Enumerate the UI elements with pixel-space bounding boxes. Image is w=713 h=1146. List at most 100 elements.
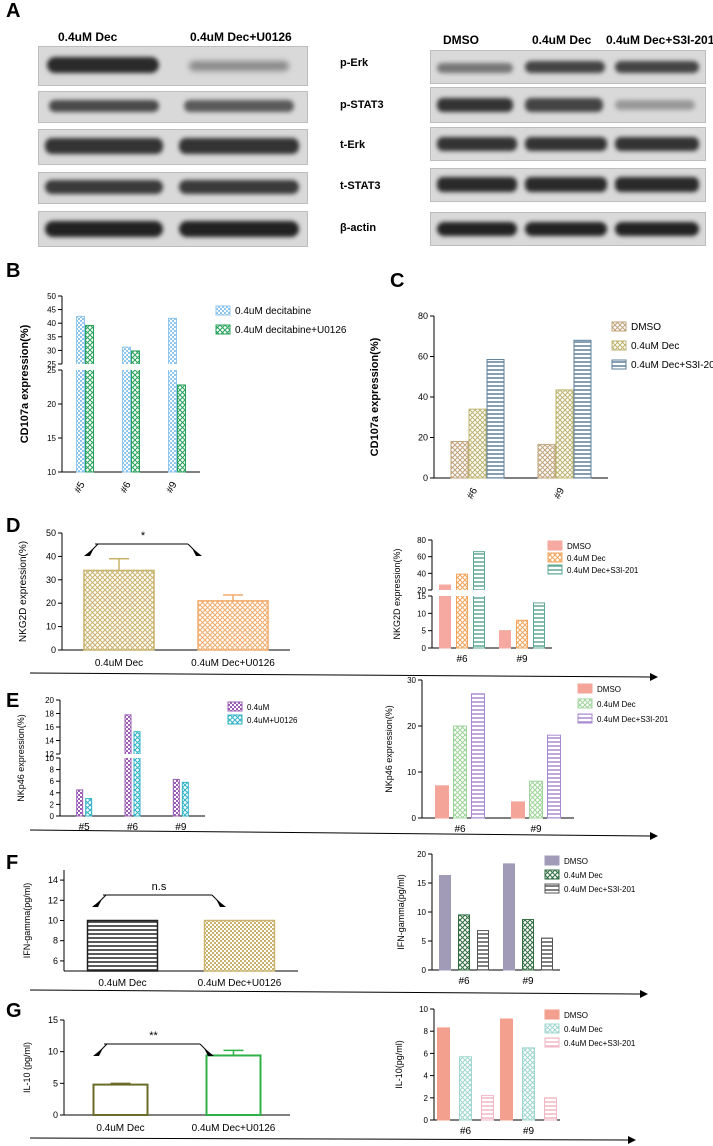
legend-swatch: [544, 1023, 560, 1034]
y-axis-label: IL-10(pg/ml): [394, 1040, 404, 1089]
y-axis-label: IFN-gamma(pg/ml): [396, 874, 406, 950]
x-tick-label: 0.4uM Dec: [96, 1123, 144, 1134]
bar-1-9: [511, 801, 525, 819]
x-tick-label: #6: [460, 1126, 472, 1137]
x-tick-label: #5: [79, 822, 91, 833]
blot-left-p-stat3: [38, 91, 308, 123]
y-tick-label: 10: [48, 916, 58, 926]
bar-1-9: [500, 1018, 513, 1121]
y-tick-label: 14: [45, 737, 54, 746]
bar-3-6: [477, 930, 489, 971]
y-tick-label: 0: [51, 645, 56, 655]
y-tick-label: 60: [417, 553, 426, 562]
y-tick-label: 20: [46, 598, 56, 608]
blot-left-p-erk: [38, 46, 308, 86]
bar-3-6: [481, 1095, 494, 1121]
y-tick-label: 10: [48, 1047, 58, 1057]
y-tick-label: 40: [418, 392, 428, 402]
section-arrow-d: [29, 672, 658, 681]
y-tick-label: 0: [50, 812, 55, 821]
y-tick-label: 60: [418, 352, 428, 362]
x-tick-label: 0.4uM Dec: [95, 658, 143, 669]
panel-label-b: B: [6, 260, 21, 282]
legend-swatch: [227, 701, 243, 712]
bar-3-9: [533, 602, 545, 649]
bar-1-6: [439, 874, 451, 971]
blot-row-p-stat3: p-STAT3: [340, 99, 384, 111]
y-tick-label: 0: [422, 644, 427, 653]
chart-f-left: [60, 870, 298, 972]
legend-swatch: [544, 869, 560, 880]
bar-2-6: [459, 1056, 472, 1121]
y-tick-label: 10: [417, 609, 426, 618]
y-tick-label: 25: [47, 366, 56, 375]
y-tick-label: 15: [48, 1015, 58, 1025]
bar-1-6: [450, 441, 469, 479]
y-tick-label: 35: [47, 333, 56, 342]
bar-2-9: [516, 619, 528, 649]
arrowhead-right: [204, 1048, 214, 1056]
legend-swatch: [577, 683, 593, 694]
blot-row-p-erk: p-Erk: [340, 57, 369, 69]
blot-right-t-erk: [430, 127, 706, 161]
bar-3-6: [473, 551, 485, 649]
blot-row-t-erk: t-Erk: [340, 139, 366, 151]
x-tick-label: 0.4uM Dec+U0126: [192, 1123, 276, 1134]
y-tick-label: 50: [46, 528, 56, 538]
legend-label: 0.4uM Dec: [564, 871, 603, 880]
bar-3-9: [573, 339, 592, 479]
y-tick-label: 6: [53, 956, 58, 966]
legend-swatch: [544, 883, 560, 894]
panel-label-d: D: [6, 515, 21, 537]
significance-label: n.s: [152, 881, 167, 893]
bar-1-5: [76, 315, 85, 473]
y-tick-label: 4: [50, 789, 55, 798]
y-tick-label: 4: [424, 1072, 429, 1081]
y-tick-label: 10: [417, 908, 426, 917]
legend-label: 0.4uM Dec: [567, 554, 606, 563]
chart-f-right: [428, 853, 560, 971]
bar-3-9: [544, 1097, 557, 1121]
legend-label: 0.4uM decitabine+U0126: [235, 325, 347, 336]
y-tick-label: 0: [412, 814, 417, 823]
y-tick-label: 5: [422, 627, 427, 636]
axis-break-gap: [455, 590, 469, 596]
bar-3-9: [547, 734, 561, 819]
y-tick-label: 20: [45, 696, 54, 705]
blot-left-t-stat3: [38, 172, 308, 204]
legend-label: DMSO: [567, 542, 591, 551]
y-tick-label: 30: [47, 346, 56, 355]
y-tick-label: 5: [422, 937, 427, 946]
y-axis-label: IL-10 (pg/ml): [22, 1042, 32, 1093]
chart-d-left: [58, 532, 290, 651]
y-tick-label: 40: [47, 319, 56, 328]
x-tick-label: #9: [522, 976, 534, 987]
axis-break-gap: [124, 754, 132, 758]
y-axis-label: NKp46 expression(%): [384, 705, 394, 793]
y-tick-label: 40: [46, 551, 56, 561]
y-tick-label: 10: [45, 754, 54, 763]
blot-left-beta-actin: [38, 211, 308, 247]
significance-g: [93, 1043, 214, 1056]
chart-e-right: [418, 679, 593, 819]
blot-right-lane-3: 0.4uM Dec+S3I-201: [606, 33, 713, 47]
section-arrow-e: [29, 829, 658, 840]
bar-2: [203, 919, 276, 972]
bar-1: [83, 569, 155, 651]
legend-label: 0.4uM Dec+S3I-201: [567, 566, 639, 575]
arrowhead-left: [84, 548, 94, 556]
y-tick-label: 20: [47, 400, 56, 409]
y-axis-label: NKG2D expression(%): [18, 541, 29, 642]
x-tick-label: #9: [165, 480, 180, 496]
y-tick-label: 80: [418, 311, 428, 321]
x-tick-label: 0.4uM Dec+U0126: [191, 658, 275, 669]
bar-1-9: [537, 444, 556, 479]
y-tick-label: 40: [417, 569, 426, 578]
y-tick-label: 5: [53, 1078, 58, 1088]
legend-label: DMSO: [597, 685, 621, 694]
y-tick-label: 10: [407, 768, 416, 777]
legend-label: 0.4uM: [247, 703, 270, 712]
blot-right-p-stat3: [430, 87, 706, 123]
blot-row-t-stat3: t-STAT3: [340, 180, 381, 192]
axis-break-gap: [130, 364, 141, 370]
